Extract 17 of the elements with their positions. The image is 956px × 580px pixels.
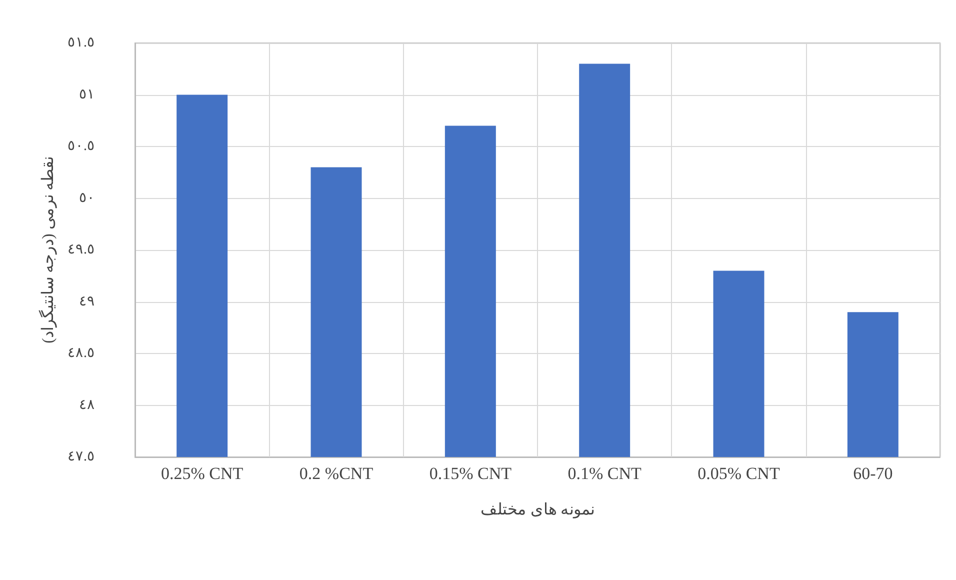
y-tick-label: ٤٨ (79, 398, 95, 413)
x-tick-label: 0.25% CNT (160, 464, 244, 483)
y-tick-label: ٥١ (79, 87, 95, 102)
y-tick-label: ٥١.٥ (68, 36, 95, 50)
y-tick-label: ٥٠ (79, 190, 95, 206)
y-tick-label: ٤٧.٥ (68, 450, 95, 464)
y-tick-label: ٥٠.٥ (68, 139, 95, 154)
x-tick-label: 0.2 %CNT (299, 464, 374, 483)
x-tick-label: 0.15% CNT (429, 464, 512, 483)
y-tick-label: ٤٩ (79, 294, 95, 310)
x-axis-title: نمونه های مختلف (480, 502, 594, 518)
x-tick-label: 0.1% CNT (568, 464, 642, 483)
y-axis-title: نقطه نرمی (درجه سانتیگراد) (38, 156, 58, 344)
x-tick-label: 60-70 (853, 464, 893, 483)
y-tick-label: ٤٩.٥ (68, 242, 95, 258)
x-tick-label: 0.05% CNT (698, 464, 780, 483)
y-tick-label: ٤٨.٥ (68, 346, 95, 361)
